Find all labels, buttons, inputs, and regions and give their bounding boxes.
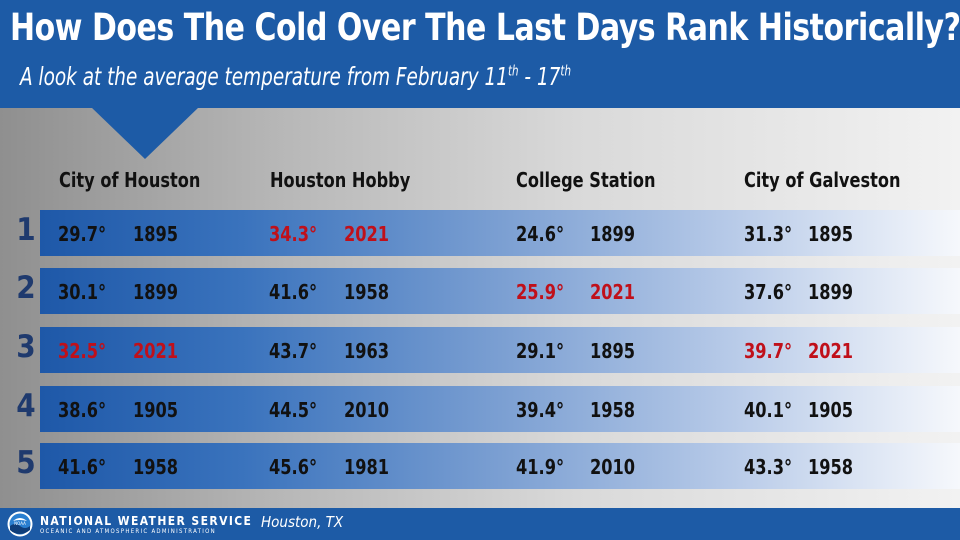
houston-hobby-year: 2010 bbox=[344, 398, 390, 422]
page-subtitle: A look at the average temperature from F… bbox=[20, 62, 571, 91]
college-station-temp: 41.9° bbox=[516, 455, 565, 479]
college-station-year: 1895 bbox=[590, 339, 636, 363]
header-banner bbox=[0, 0, 960, 108]
agency-subtitle: OCEANIC AND ATMOSPHERIC ADMINISTRATION bbox=[40, 528, 216, 535]
houston-hobby-temp: 43.7° bbox=[269, 339, 318, 363]
houston-hobby-year: 2021 bbox=[344, 222, 390, 246]
houston-hobby-year: 1958 bbox=[344, 280, 390, 304]
noaa-logo-icon: NOAA bbox=[7, 511, 33, 537]
header-pointer-arrow bbox=[91, 107, 199, 159]
subtitle-sup-start: th bbox=[507, 63, 519, 80]
agency-name: NATIONAL WEATHER SERVICE bbox=[40, 514, 253, 528]
college-station-temp: 25.9° bbox=[516, 280, 565, 304]
city-of-houston-temp: 30.1° bbox=[58, 280, 107, 304]
city-of-houston-temp: 29.7° bbox=[58, 222, 107, 246]
rank-label: 3 bbox=[16, 329, 36, 365]
subtitle-text: A look at the average temperature from F… bbox=[20, 62, 508, 91]
houston-hobby-temp: 44.5° bbox=[269, 398, 318, 422]
table-row bbox=[40, 327, 960, 373]
noaa-logo-text: NOAA bbox=[14, 521, 26, 526]
column-header-city-of-houston: City of Houston bbox=[59, 168, 201, 192]
city-of-galveston-year: 1958 bbox=[808, 455, 854, 479]
rank-label: 1 bbox=[16, 212, 36, 248]
table-row bbox=[40, 386, 960, 432]
page-title: How Does The Cold Over The Last Days Ran… bbox=[10, 6, 960, 49]
office-location: Houston, TX bbox=[261, 513, 344, 531]
city-of-houston-year: 1899 bbox=[133, 280, 179, 304]
houston-hobby-year: 1981 bbox=[344, 455, 390, 479]
city-of-galveston-year: 1895 bbox=[808, 222, 854, 246]
city-of-galveston-temp: 43.3° bbox=[744, 455, 793, 479]
city-of-galveston-temp: 31.3° bbox=[744, 222, 793, 246]
city-of-galveston-year: 1905 bbox=[808, 398, 854, 422]
houston-hobby-temp: 45.6° bbox=[269, 455, 318, 479]
city-of-galveston-temp: 40.1° bbox=[744, 398, 793, 422]
column-header-college-station: College Station bbox=[516, 168, 656, 192]
city-of-galveston-year: 2021 bbox=[808, 339, 854, 363]
city-of-houston-year: 2021 bbox=[133, 339, 179, 363]
subtitle-sup-end: th bbox=[560, 63, 572, 80]
college-station-year: 1899 bbox=[590, 222, 636, 246]
houston-hobby-temp: 34.3° bbox=[269, 222, 318, 246]
college-station-year: 1958 bbox=[590, 398, 636, 422]
city-of-galveston-temp: 39.7° bbox=[744, 339, 793, 363]
college-station-year: 2021 bbox=[590, 280, 636, 304]
city-of-houston-temp: 38.6° bbox=[58, 398, 107, 422]
table-row bbox=[40, 443, 960, 489]
column-header-city-of-galveston: City of Galveston bbox=[744, 168, 901, 192]
college-station-temp: 24.6° bbox=[516, 222, 565, 246]
college-station-temp: 39.4° bbox=[516, 398, 565, 422]
city-of-galveston-year: 1899 bbox=[808, 280, 854, 304]
rank-label: 2 bbox=[16, 270, 36, 306]
city-of-galveston-temp: 37.6° bbox=[744, 280, 793, 304]
city-of-houston-temp: 41.6° bbox=[58, 455, 107, 479]
city-of-houston-year: 1895 bbox=[133, 222, 179, 246]
houston-hobby-temp: 41.6° bbox=[269, 280, 318, 304]
footer-bar bbox=[0, 508, 960, 540]
subtitle-separator: - 17 bbox=[518, 62, 561, 91]
city-of-houston-year: 1958 bbox=[133, 455, 179, 479]
table-row bbox=[40, 210, 960, 256]
table-row bbox=[40, 268, 960, 314]
college-station-year: 2010 bbox=[590, 455, 636, 479]
city-of-houston-temp: 32.5° bbox=[58, 339, 107, 363]
rank-label: 5 bbox=[16, 445, 36, 481]
column-header-houston-hobby: Houston Hobby bbox=[270, 168, 411, 192]
rank-label: 4 bbox=[16, 388, 36, 424]
city-of-houston-year: 1905 bbox=[133, 398, 179, 422]
houston-hobby-year: 1963 bbox=[344, 339, 390, 363]
college-station-temp: 29.1° bbox=[516, 339, 565, 363]
